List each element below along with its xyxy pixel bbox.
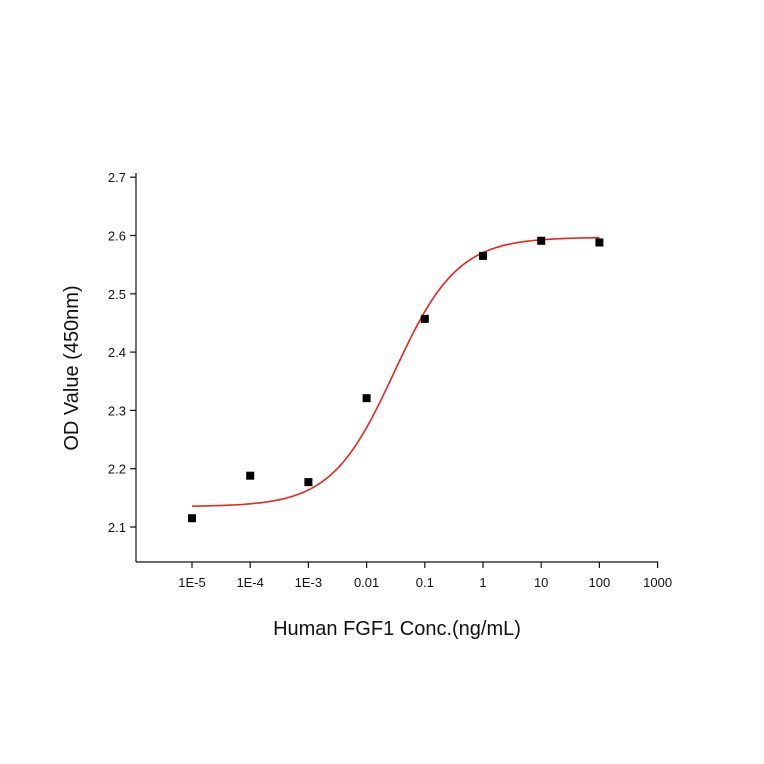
x-tick-label: 1E-4 [236,575,263,590]
fit-curve [191,236,600,507]
y-axis-title: OD Value (450nm) [61,285,83,450]
x-tick-label: 100 [589,575,611,590]
y-tick-label: 2.6 [108,229,126,244]
y-tick-label: 2.5 [108,287,126,302]
x-tick-label: 1E-3 [295,575,322,590]
x-tick-label: 0.01 [354,575,379,590]
x-tick-label: 1E-5 [178,575,205,590]
data-points [188,236,604,523]
x-tick-label: 0.1 [416,575,434,590]
data-point [188,514,196,523]
data-point [362,394,371,403]
y-tick-label: 2.7 [108,170,126,185]
x-tick-label: 1 [479,575,486,590]
x-axis-title: Human FGF1 Conc.(ng/mL) [273,618,521,640]
data-point [246,471,255,480]
x-tick-label: 10 [534,575,548,590]
y-tick-label: 2.1 [108,520,126,535]
y-tick-label: 2.2 [108,462,126,477]
x-ticks: 1E-5 1E-4 1E-3 0.01 0.1 1 10 100 1000 [178,562,672,590]
x-tick-label: 1000 [643,575,672,590]
data-point [479,251,487,260]
y-tick-label: 2.3 [108,403,126,418]
data-point [420,314,429,323]
data-point [304,478,313,487]
y-ticks: 2.1 2.2 2.3 2.4 2.5 2.6 2.7 [108,170,136,535]
axes [135,173,658,563]
data-point [537,236,546,245]
data-point [595,238,604,247]
y-tick-label: 2.4 [108,345,126,360]
